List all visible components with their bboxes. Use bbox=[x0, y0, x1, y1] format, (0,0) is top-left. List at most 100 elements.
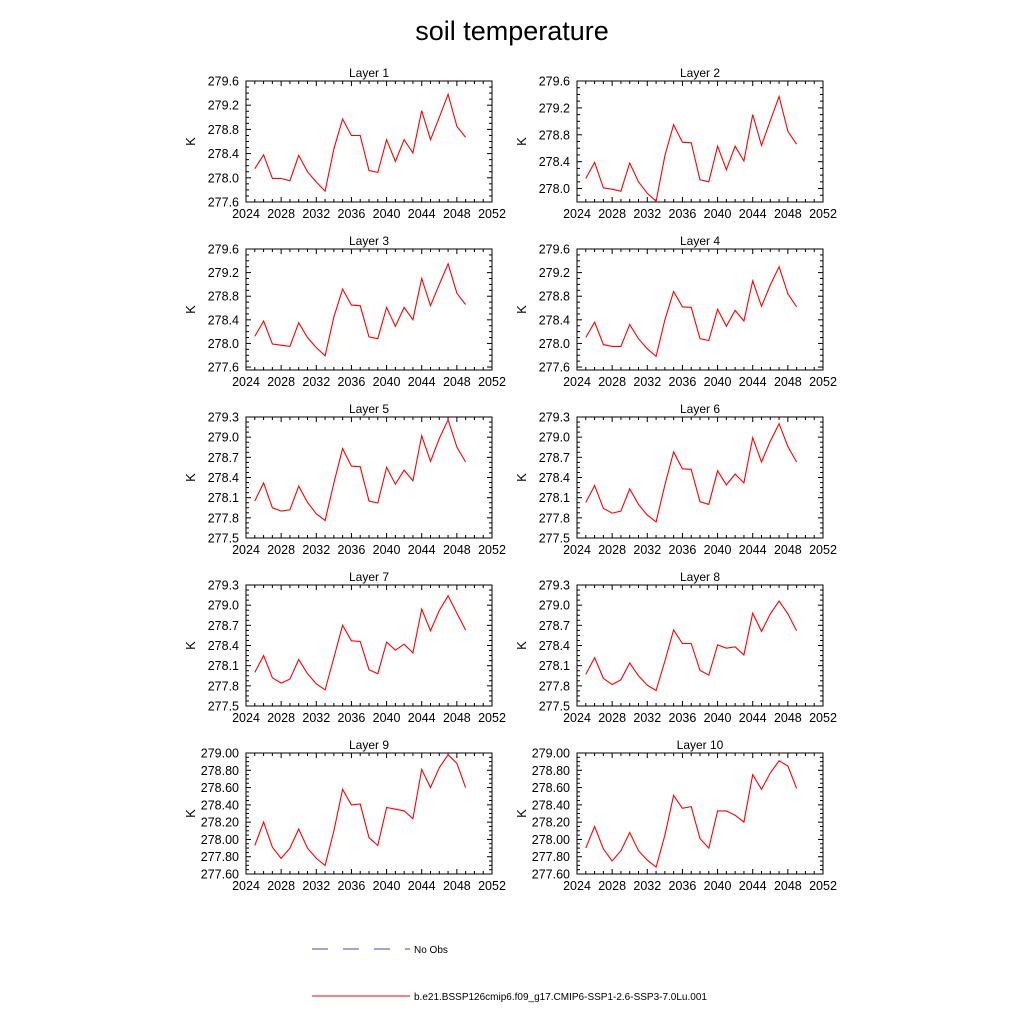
y-tick-label: 278.8 bbox=[539, 128, 570, 142]
y-tick-label: 278.0 bbox=[208, 171, 239, 185]
x-tick-label: 2028 bbox=[267, 375, 295, 389]
y-tick-label: 279.2 bbox=[208, 266, 239, 280]
x-tick-label: 2036 bbox=[338, 711, 366, 725]
y-tick-label: 279.6 bbox=[539, 243, 570, 257]
panel-layer-3: Layer 3 K 2024 2028 2032 2036 2040 2044 2048 2052… bbox=[183, 234, 506, 389]
x-tick-label: 2028 bbox=[267, 207, 295, 221]
y-tick-label: 277.80 bbox=[201, 850, 239, 864]
series-line bbox=[585, 265, 798, 358]
x-tick-label: 2036 bbox=[669, 879, 697, 893]
x-tick-label: 2048 bbox=[774, 207, 802, 221]
panel-layer-6: Layer 6 K 2024 2028 2032 2036 2040 2044 2048 2052… bbox=[514, 402, 837, 557]
y-tick-label: 277.60 bbox=[201, 868, 239, 882]
x-tick-label: 2024 bbox=[563, 879, 591, 893]
series-line bbox=[254, 418, 467, 522]
y-tick-label: 278.7 bbox=[208, 619, 239, 633]
x-tick-label: 2036 bbox=[338, 543, 366, 557]
y-tick-label: 279.3 bbox=[208, 579, 239, 593]
plot-frame bbox=[245, 416, 493, 539]
y-tick-label: 278.1 bbox=[208, 659, 239, 673]
legend-label-model: b.e21.BSSP126cmip6.f09_g17.CMIP6-SSP1-2.… bbox=[414, 992, 707, 1003]
plot-frame bbox=[576, 752, 824, 875]
x-tick-label: 2024 bbox=[563, 711, 591, 725]
x-tick-label: 2040 bbox=[704, 711, 732, 725]
x-tick-label: 2052 bbox=[478, 879, 506, 893]
x-tick-label: 2052 bbox=[809, 879, 837, 893]
series-line bbox=[585, 600, 798, 692]
x-tick-label: 2024 bbox=[232, 879, 260, 893]
y-tick-label: 278.7 bbox=[208, 451, 239, 465]
panel-title: Layer 1 bbox=[349, 66, 389, 80]
x-tick-label: 2048 bbox=[774, 879, 802, 893]
panel-title: Layer 5 bbox=[349, 402, 389, 416]
plot-frame bbox=[576, 416, 824, 539]
y-axis-label: K bbox=[514, 473, 529, 482]
panel-title: Layer 8 bbox=[680, 570, 720, 584]
y-axis-label: K bbox=[183, 641, 198, 650]
x-tick-label: 2052 bbox=[809, 711, 837, 725]
x-tick-label: 2024 bbox=[563, 543, 591, 557]
panel-layer-8: Layer 8 K 2024 2028 2032 2036 2040 2044 2048 2052… bbox=[514, 570, 837, 725]
y-tick-label: 278.4 bbox=[539, 639, 570, 653]
y-tick-label: 278.8 bbox=[208, 123, 239, 137]
panel-layer-1: Layer 1 K 2024 2028 2032 2036 2040 2044 2048 2052… bbox=[183, 66, 506, 221]
y-tick-label: 278.80 bbox=[201, 764, 239, 778]
x-tick-label: 2040 bbox=[373, 375, 401, 389]
plot-frame bbox=[245, 248, 493, 371]
plot-frame bbox=[576, 80, 824, 203]
plot-frame bbox=[245, 584, 493, 707]
x-tick-label: 2040 bbox=[373, 879, 401, 893]
x-tick-label: 2032 bbox=[302, 543, 330, 557]
x-tick-label: 2040 bbox=[704, 543, 732, 557]
x-tick-label: 2036 bbox=[338, 207, 366, 221]
x-tick-label: 2044 bbox=[408, 543, 436, 557]
y-tick-label: 278.0 bbox=[208, 337, 239, 351]
y-tick-label: 278.4 bbox=[208, 313, 239, 327]
x-tick-label: 2040 bbox=[704, 879, 732, 893]
x-tick-label: 2040 bbox=[373, 711, 401, 725]
y-tick-label: 278.40 bbox=[201, 798, 239, 812]
panel-title: Layer 9 bbox=[349, 738, 389, 752]
panel-layer-9: Layer 9 K 2024 2028 2032 2036 2040 2044 2048 2052… bbox=[183, 738, 506, 893]
x-tick-label: 2052 bbox=[478, 207, 506, 221]
panel-layer-10: Layer 10 K 2024 2028 2032 2036 2040 2044 2048 205… bbox=[514, 738, 837, 893]
x-tick-label: 2036 bbox=[669, 711, 697, 725]
panel-layer-5: Layer 5 K 2024 2028 2032 2036 2040 2044 2048 2052… bbox=[183, 402, 506, 557]
x-tick-label: 2028 bbox=[267, 543, 295, 557]
y-tick-label: 279.00 bbox=[201, 747, 239, 761]
y-tick-label: 278.20 bbox=[201, 816, 239, 830]
x-tick-label: 2028 bbox=[598, 711, 626, 725]
panel-layer-4: Layer 4 K 2024 2028 2032 2036 2040 2044 2048 2052… bbox=[514, 234, 837, 389]
x-tick-label: 2052 bbox=[478, 711, 506, 725]
legend-label-no-obs: No Obs bbox=[414, 945, 448, 956]
y-tick-label: 278.1 bbox=[539, 659, 570, 673]
x-tick-label: 2028 bbox=[267, 879, 295, 893]
panel-title: Layer 4 bbox=[680, 234, 720, 248]
y-tick-label: 278.00 bbox=[532, 833, 570, 847]
x-tick-label: 2036 bbox=[669, 207, 697, 221]
x-tick-label: 2024 bbox=[232, 375, 260, 389]
x-tick-label: 2048 bbox=[443, 543, 471, 557]
y-tick-label: 279.2 bbox=[208, 99, 239, 113]
series-line bbox=[254, 92, 467, 193]
series-line bbox=[254, 594, 467, 691]
y-tick-label: 278.0 bbox=[539, 182, 570, 196]
y-axis-label: K bbox=[183, 137, 198, 146]
y-tick-label: 279.6 bbox=[208, 243, 239, 257]
y-tick-label: 278.20 bbox=[532, 816, 570, 830]
x-tick-label: 2044 bbox=[408, 879, 436, 893]
x-tick-label: 2048 bbox=[443, 207, 471, 221]
x-tick-label: 2036 bbox=[669, 543, 697, 557]
plot-frame bbox=[576, 584, 824, 707]
y-tick-label: 279.00 bbox=[532, 747, 570, 761]
y-tick-label: 277.6 bbox=[539, 361, 570, 375]
x-tick-label: 2028 bbox=[598, 543, 626, 557]
y-tick-label: 278.8 bbox=[208, 290, 239, 304]
y-tick-label: 278.60 bbox=[201, 781, 239, 795]
y-tick-label: 279.0 bbox=[208, 431, 239, 445]
y-tick-label: 277.5 bbox=[539, 700, 570, 714]
x-tick-label: 2032 bbox=[302, 375, 330, 389]
y-axis-label: K bbox=[183, 809, 198, 818]
panel-title: Layer 3 bbox=[349, 234, 389, 248]
